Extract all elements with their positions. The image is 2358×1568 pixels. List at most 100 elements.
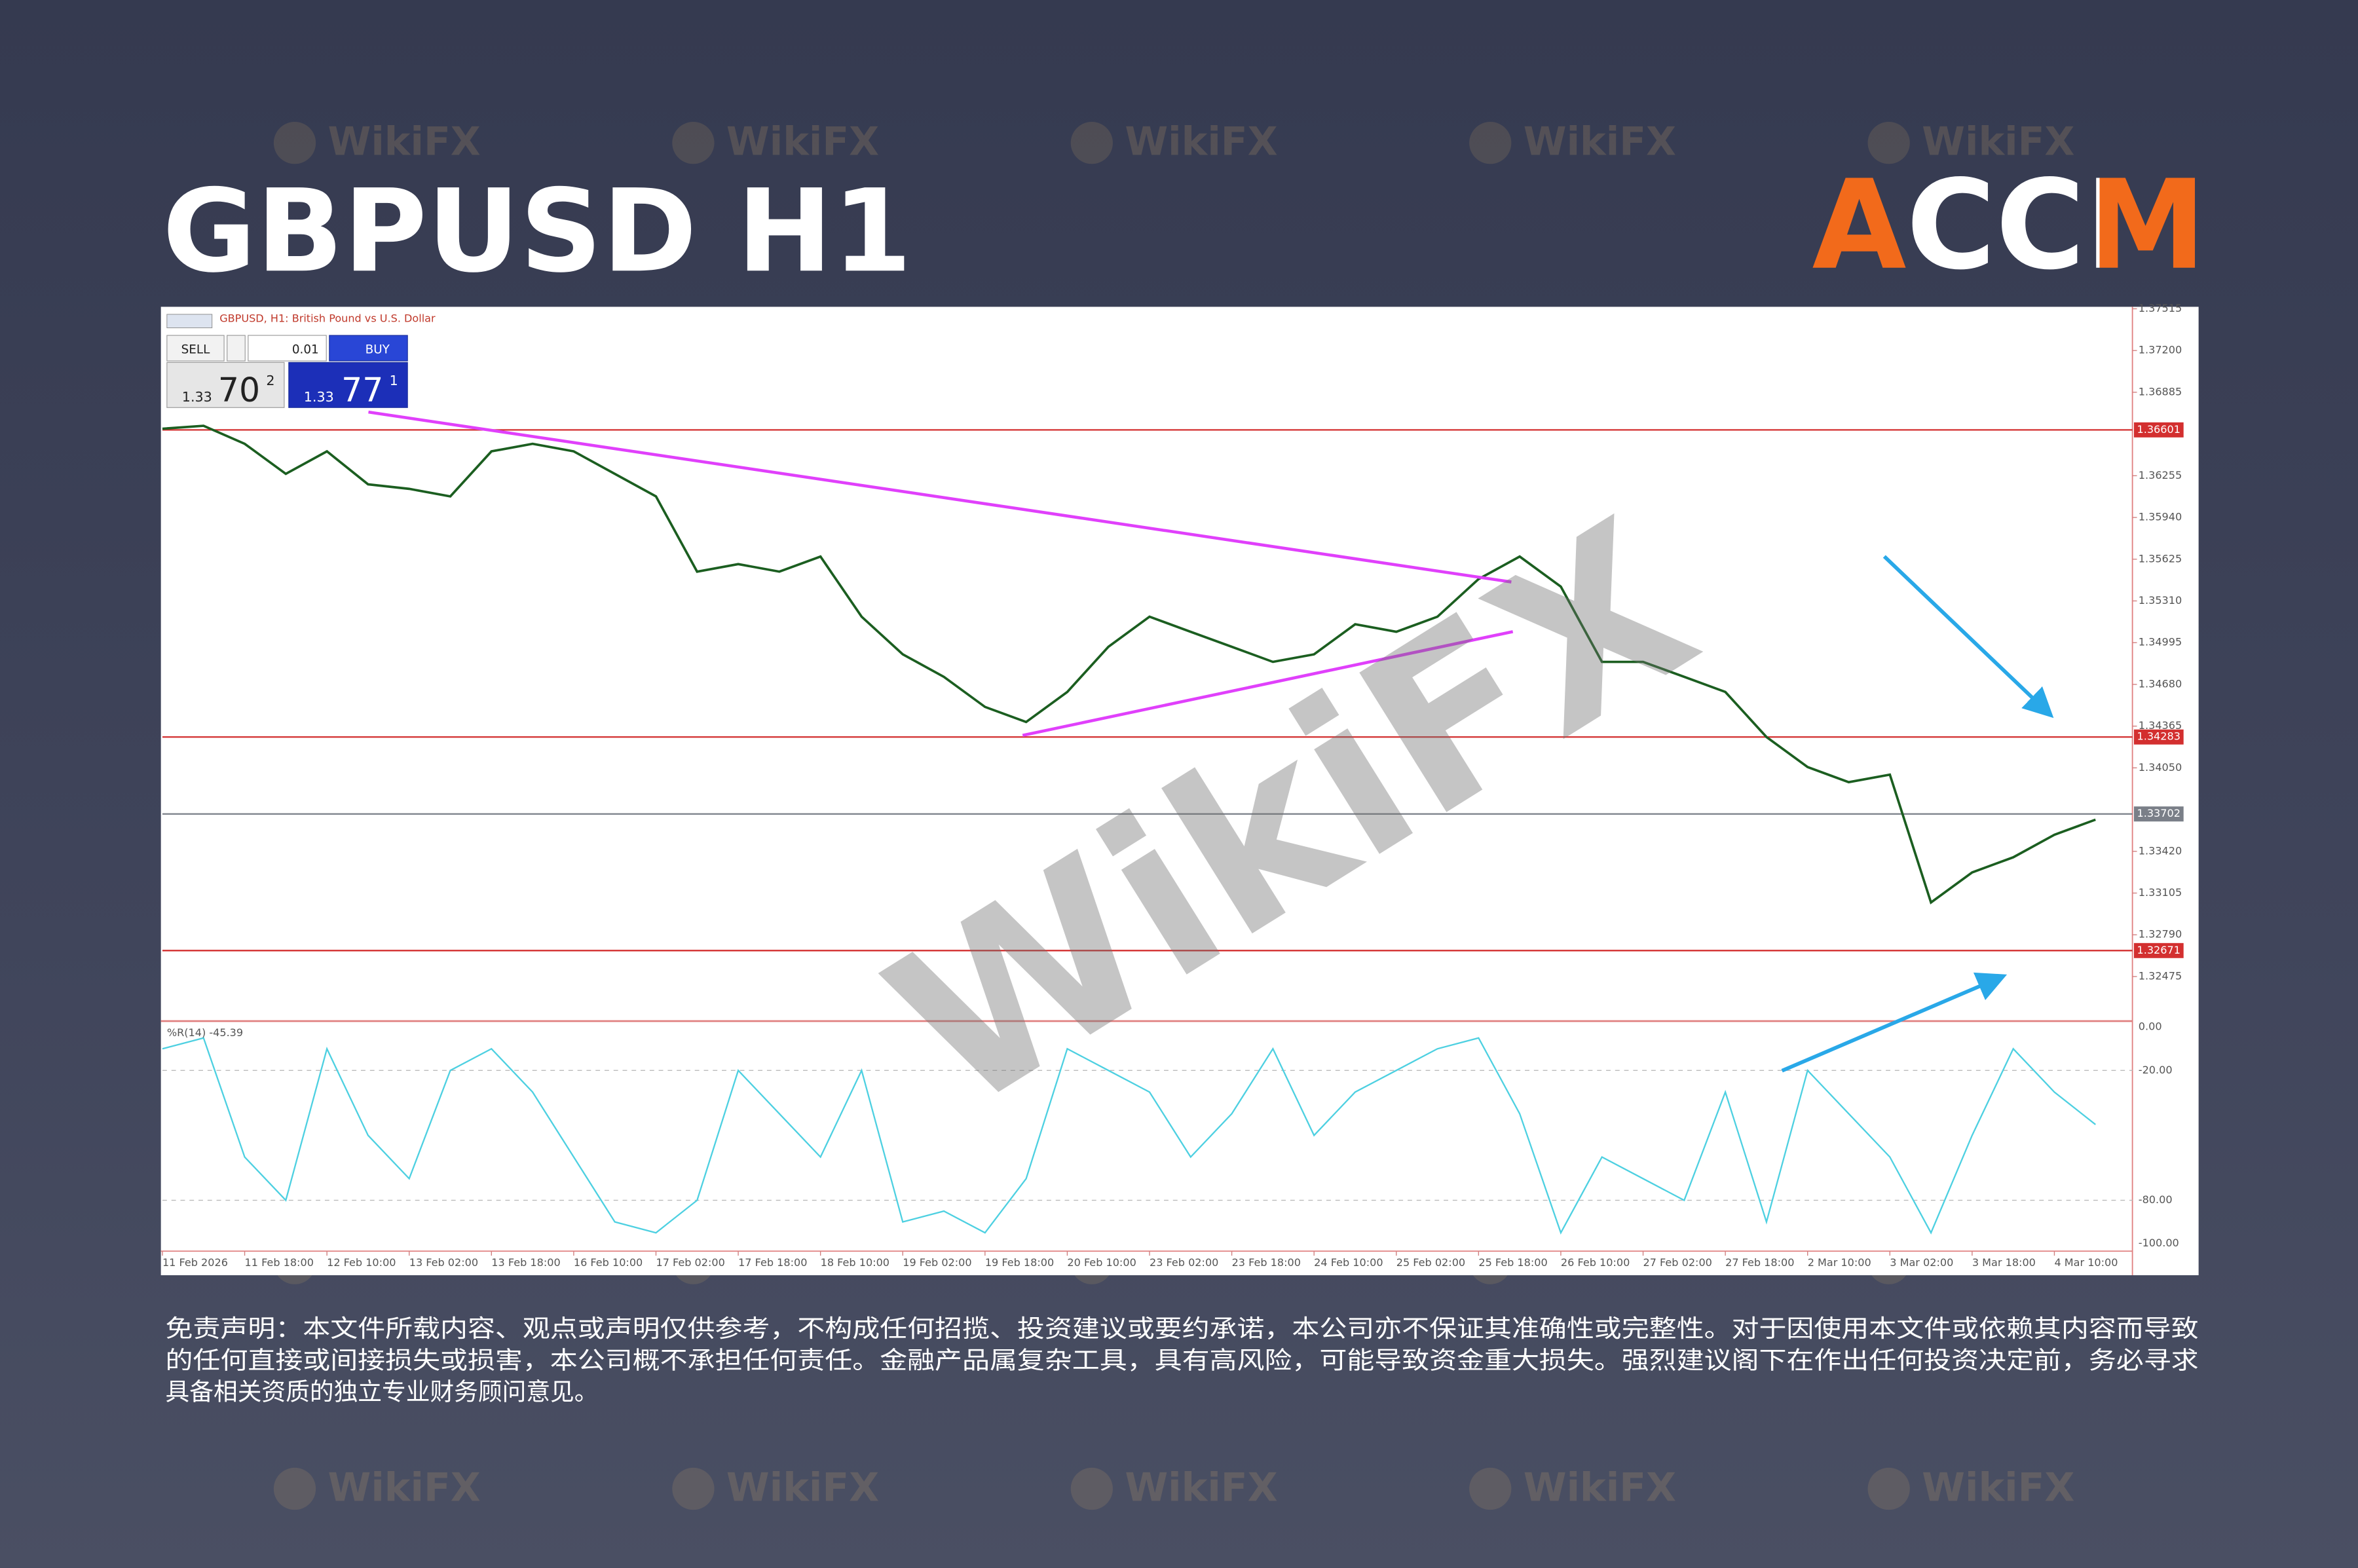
bid-small: 2 [266,373,274,388]
price-line [162,424,2096,905]
title: GBPUSD H1 [162,165,912,298]
y2-tick-label: -80.00 [2139,1193,2173,1206]
bid-big: 1.33 [182,389,212,405]
x-tick-label: 3 Mar 18:00 [1972,1256,2036,1269]
y-tick-label: 1.32790 [2139,928,2182,941]
x-tick-label: 17 Feb 18:00 [738,1256,807,1269]
y-tick-label: 1.36255 [2139,469,2182,481]
level-tag [2133,806,2184,822]
watermark-icon [1070,122,1113,164]
trade-panel: SELL 0.01 BUY 1.33 70 2 1.33 77 1 [166,335,408,409]
watermark-icon [672,1467,715,1510]
arrow-up [1781,972,2008,1073]
ask-box[interactable] [288,362,408,408]
ask-small: 1 [390,373,398,388]
x-tick-label: 12 Feb 10:00 [327,1256,396,1269]
x-tick-label: 11 Feb 18:00 [245,1256,314,1269]
trend-line-upper [368,410,1512,584]
y-tick-label: 1.35940 [2139,511,2182,523]
bid-box[interactable] [166,362,285,408]
watermark-icon [273,1467,316,1510]
y2-tick-label: -20.00 [2139,1064,2173,1076]
y-tick-label: 1.35625 [2139,552,2182,565]
watermark-icon [672,122,715,164]
y-tick-label: 1.35310 [2139,594,2182,607]
y-tick-label: 1.34680 [2139,677,2182,690]
level-tag [2133,729,2184,745]
lot-dropdown[interactable] [227,335,246,362]
x-tick-label: 25 Feb 02:00 [1396,1256,1465,1269]
y-tick-label: 1.34050 [2139,761,2182,774]
watermark: WikiFX [726,1465,879,1510]
sell-label: SELL [181,343,210,357]
plot: 1.37515 1.37200 1.36885 1.36255 1.35940 1.356… [162,302,2184,1269]
watermark-icon [1867,1467,1910,1510]
buy-label: BUY [365,343,390,357]
sell-button[interactable] [166,335,225,362]
level-label: 1.32671 [2137,944,2180,956]
x-tick-label: 25 Feb 18:00 [1478,1256,1547,1269]
arrow-down [1882,555,2054,719]
x-tick-label: 3 Mar 02:00 [1890,1256,1953,1269]
y2-tick-label: -100.00 [2139,1237,2179,1249]
watermark-icon [1469,122,1512,164]
lot-input[interactable] [248,335,327,362]
buy-button[interactable] [329,335,408,362]
y-tick-label: 1.34365 [2139,719,2182,732]
chart-header: GBPUSD, H1: British Pound vs U.S. Dollar [219,312,436,324]
x-tick-label: 2 Mar 10:00 [1808,1256,1871,1269]
x-tick-label: 20 Feb 10:00 [1067,1256,1136,1269]
trend-line-lower [1022,630,1514,737]
y-tick-label: 1.36885 [2139,385,2182,398]
ask-main: 77 [341,371,383,409]
disclaimer-line: 的任何直接或间接损失或损害，本公司概不承担任何责任。金融产品属复杂工具，具有高风… [166,1346,2199,1374]
x-tick-label: 19 Feb 02:00 [903,1256,971,1269]
level-tag [2133,422,2184,438]
level-label: 1.34283 [2137,730,2180,743]
indicator-line [162,1037,2096,1235]
watermark-icon [1867,122,1910,164]
x-tick-label: 19 Feb 18:00 [985,1256,1054,1269]
x-tick-label: 26 Feb 10:00 [1561,1256,1630,1269]
y2-tick-label: 0.00 [2139,1020,2162,1033]
disclaimer: 免责声明：本文件所载内容、观点或声明仅供参考，不构成任何招揽、投资建议或要约承诺… [166,1315,2199,1406]
x-tick-label: 27 Feb 02:00 [1643,1256,1712,1269]
level-tag [2133,943,2184,958]
ask-big: 1.33 [304,389,334,405]
x-tick-label: 16 Feb 10:00 [574,1256,643,1269]
disclaimer-line: 具备相关资质的独立专业财务顾问意见。 [166,1378,599,1406]
x-tick-label: 27 Feb 18:00 [1725,1256,1794,1269]
watermark-icon [273,122,316,164]
watermark-icon [1070,1467,1113,1510]
bid-main: 70 [218,371,260,409]
watermark: WikiFX [726,120,879,165]
watermark: WikiFX [1524,120,1676,165]
y-tick-label: 1.33105 [2139,886,2182,899]
x-tick-label: 17 Feb 02:00 [656,1256,724,1269]
y-tick-label: 1.32475 [2139,969,2182,982]
lot-value: 0.01 [292,343,319,357]
watermark-icon [1469,1467,1512,1510]
watermark: WikiFX [1922,1465,2074,1510]
x-tick-label: 23 Feb 18:00 [1232,1256,1301,1269]
x-tick-label: 13 Feb 02:00 [409,1256,478,1269]
x-tick-label: 4 Mar 10:00 [2054,1256,2118,1269]
level-label: 1.33702 [2137,807,2180,819]
x-tick-label: 24 Feb 10:00 [1314,1256,1383,1269]
y-tick-label: 1.37200 [2139,344,2182,356]
x-tick-label: 18 Feb 10:00 [821,1256,889,1269]
y-tick-label: 1.33420 [2139,844,2182,857]
x-tick-label: 13 Feb 18:00 [491,1256,560,1269]
level-label: 1.36601 [2137,423,2180,436]
x-tick-label: 11 Feb 2026 [162,1256,228,1269]
watermark: WikiFX [1922,120,2074,165]
window-icons [166,314,213,329]
watermark: WikiFX [1125,1465,1277,1510]
watermark: WikiFX [1524,1465,1676,1510]
logo: ACCM [1812,154,2207,297]
watermark: WikiFX [1125,120,1277,165]
chart-panel [160,307,2199,1275]
disclaimer-line: 免责声明：本文件所载内容、观点或声明仅供参考，不构成任何招揽、投资建议或要约承诺… [166,1315,2199,1343]
x-tick-label: 23 Feb 02:00 [1150,1256,1218,1269]
